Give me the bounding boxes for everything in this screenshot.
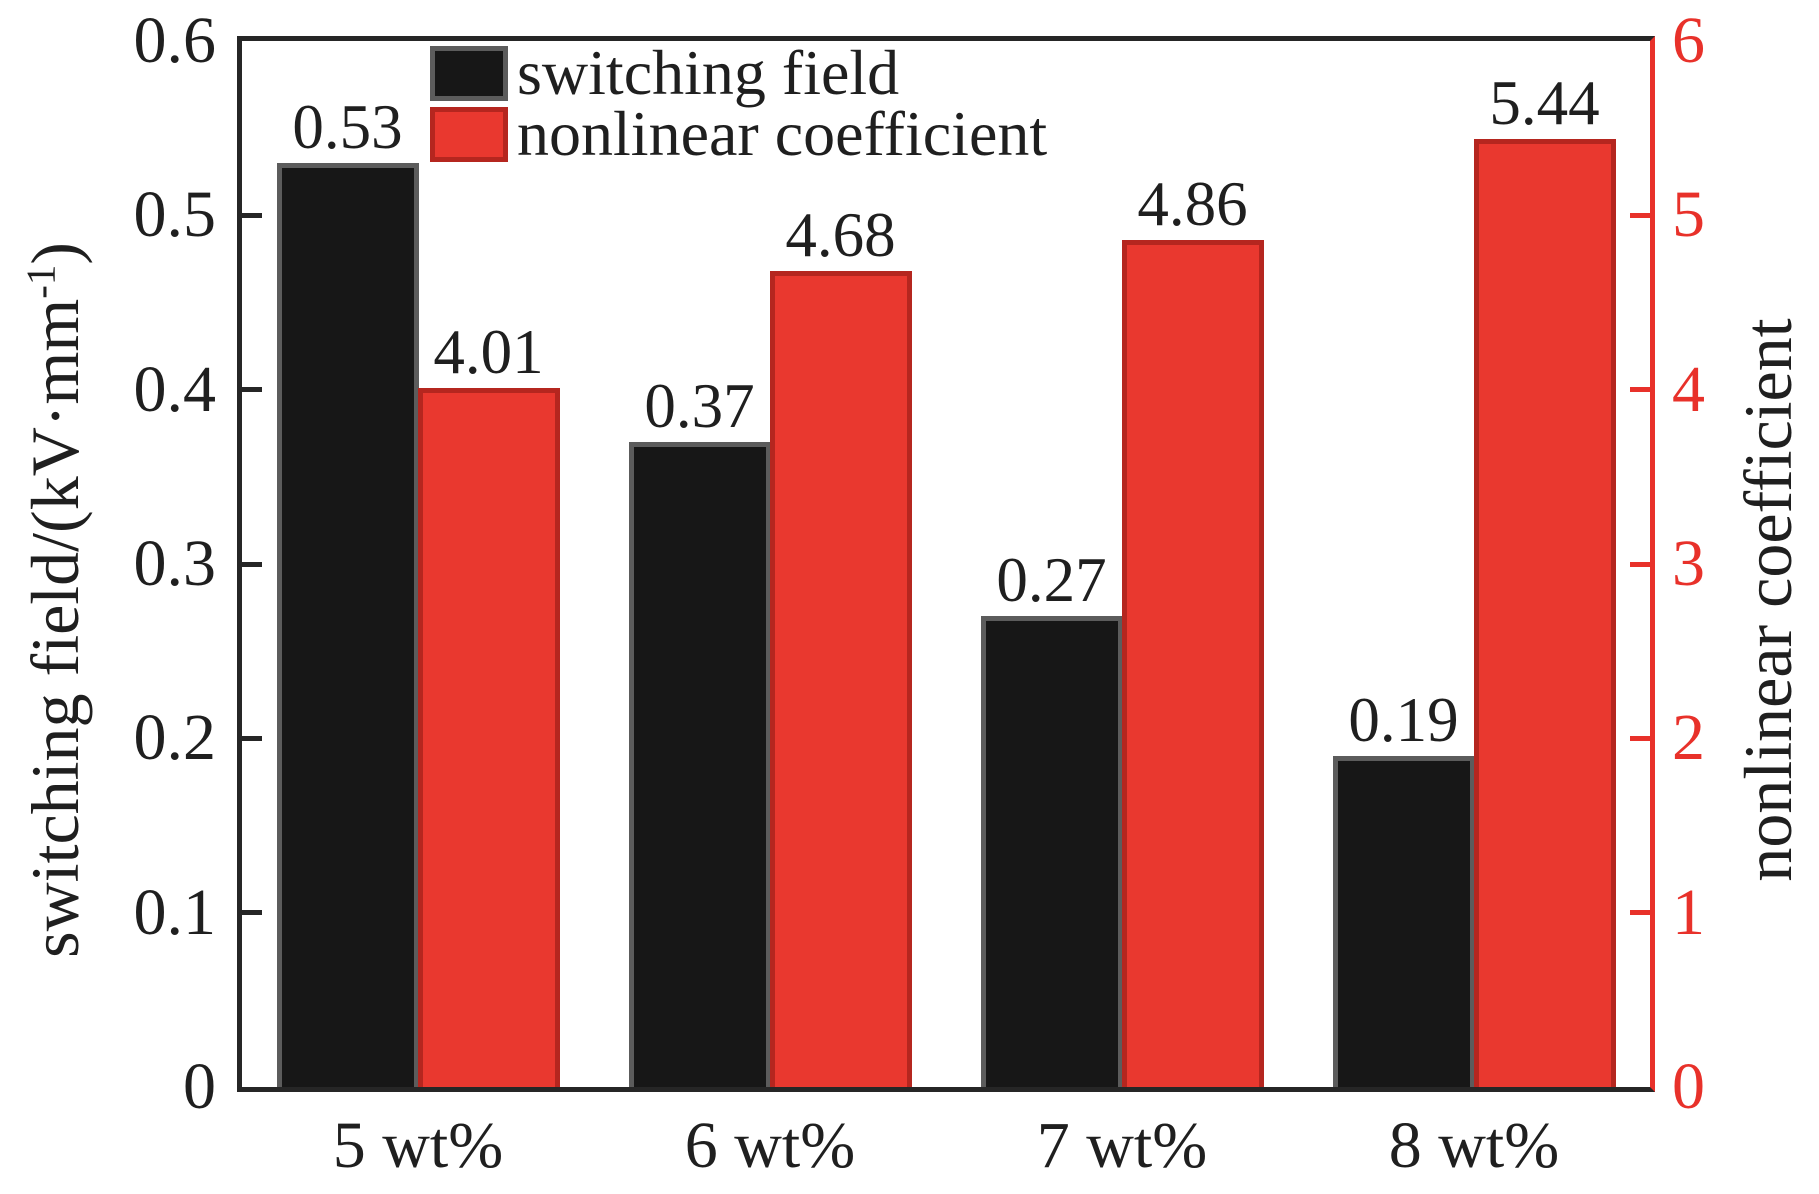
right-axis-tick-label: 5 [1672, 178, 1705, 252]
right-axis-tick-label: 0 [1672, 1050, 1705, 1123]
value-label-switching-field: 0.37 [644, 370, 755, 441]
right-axis-tick-label: 6 [1672, 4, 1705, 77]
left-axis-tick-mark [242, 910, 262, 916]
value-label-nonlinear-coefficient: 4.86 [1137, 168, 1248, 239]
value-label-switching-field: 0.27 [996, 545, 1107, 616]
left-axis-tick-label: 0.3 [133, 527, 217, 600]
left-axis-tick-mark [242, 735, 262, 741]
legend-item-nonlinear-coefficient: nonlinear coefficient [430, 98, 1048, 169]
left-axis-tick-label: 0.1 [133, 875, 217, 949]
legend-label-nonlinear-coefficient: nonlinear coefficient [517, 98, 1048, 169]
left-axis-title: switching field/(kV·mm-1) [17, 242, 93, 958]
bar-switching-field [1333, 755, 1475, 1087]
left-axis-tick-label: 0 [183, 1050, 216, 1123]
right-axis-tick-label: 2 [1672, 701, 1705, 775]
right-axis-tick-mark [1630, 561, 1650, 567]
right-axis-tick-label: 3 [1672, 527, 1705, 600]
bar-nonlinear-coefficient [418, 387, 560, 1087]
value-label-switching-field: 0.19 [1348, 684, 1459, 755]
legend: switching field nonlinear coefficient [430, 37, 1048, 169]
left-axis-tick-label: 0.4 [133, 352, 217, 426]
x-axis-tick-label: 6 wt% [684, 1109, 856, 1182]
value-label-nonlinear-coefficient: 5.44 [1489, 67, 1600, 138]
right-axis-tick-mark [1630, 910, 1650, 916]
x-axis-tick-label: 7 wt% [1036, 1109, 1208, 1182]
bar-switching-field [277, 163, 419, 1087]
left-axis-tick-mark [242, 212, 262, 218]
left-axis-tick-label: 0.6 [133, 4, 217, 77]
legend-swatch-switching-field [430, 45, 508, 101]
right-axis-tick-mark [1630, 387, 1650, 393]
right-axis-tick-label: 1 [1672, 875, 1705, 949]
legend-label-switching-field: switching field [517, 37, 900, 108]
value-label-nonlinear-coefficient: 4.68 [785, 200, 896, 271]
x-axis-tick-label: 8 wt% [1388, 1109, 1560, 1182]
bar-nonlinear-coefficient [770, 271, 912, 1087]
right-axis-tick-mark [1630, 212, 1650, 218]
left-axis-tick-mark [242, 387, 262, 393]
left-axis-tick-label: 0.5 [133, 178, 217, 252]
x-axis-tick-label: 5 wt% [332, 1109, 504, 1182]
legend-swatch-nonlinear-coefficient [430, 106, 508, 162]
bar-nonlinear-coefficient [1122, 239, 1264, 1087]
left-axis-title-superscript: -1 [18, 264, 64, 299]
right-axis-tick-mark [1630, 735, 1650, 741]
bar-switching-field [629, 441, 771, 1087]
bar-nonlinear-coefficient [1474, 138, 1616, 1087]
legend-item-switching-field: switching field [430, 37, 1047, 108]
value-label-switching-field: 0.53 [292, 92, 403, 163]
left-axis-tick-mark [242, 561, 262, 567]
left-axis-tick-label: 0.2 [133, 701, 217, 775]
right-axis-tick-label: 4 [1672, 352, 1705, 426]
value-label-nonlinear-coefficient: 4.01 [433, 316, 544, 387]
plot-area: 0.53 4.01 0.37 4.68 0.27 4.86 0.19 5.44 [237, 36, 1655, 1092]
bar-switching-field [981, 616, 1123, 1087]
